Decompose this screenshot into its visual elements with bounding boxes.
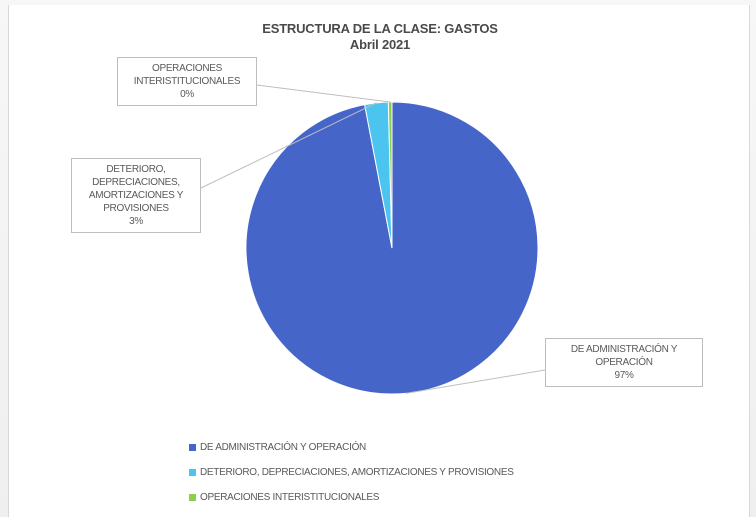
data-label-deterioro: DETERIORO, DEPRECIACIONES, AMORTIZACIONE…: [71, 158, 201, 233]
data-label-percent: 97%: [614, 370, 634, 381]
data-label-line: DEPRECIACIONES,: [92, 177, 180, 188]
leader-lines: [200, 84, 546, 394]
legend-item-administracion: DE ADMINISTRACIÓN Y OPERACIÓN: [189, 435, 514, 460]
data-label-percent: 0%: [180, 89, 194, 100]
pie-slices: [245, 101, 539, 395]
legend-item-interinstitucionales: OPERACIONES INTERISTITUCIONALES: [189, 485, 514, 510]
data-label-percent: 3%: [129, 216, 143, 227]
data-label-line: INTERISTITUCIONALES: [133, 76, 241, 87]
pie-chart: [200, 84, 546, 395]
legend-label: OPERACIONES INTERISTITUCIONALES: [200, 492, 380, 503]
legend-swatch: [189, 494, 196, 501]
leader-line-interinstitucionales: [256, 84, 391, 103]
data-label-line: OPERACIÓN: [595, 357, 653, 368]
data-label-line: DETERIORO,: [106, 164, 166, 175]
chart-area: ESTRUCTURA DE LA CLASE: GASTOS Abril 202…: [8, 5, 750, 517]
legend-item-deterioro: DETERIORO, DEPRECIACIONES, AMORTIZACIONE…: [189, 460, 514, 485]
leader-line-administracion: [405, 369, 546, 394]
data-label-line: PROVISIONES: [103, 203, 169, 214]
legend: DE ADMINISTRACIÓN Y OPERACIÓN DETERIORO,…: [189, 435, 514, 510]
data-label-line: OPERACIONES: [151, 63, 223, 74]
legend-label: DETERIORO, DEPRECIACIONES, AMORTIZACIONE…: [200, 467, 514, 478]
legend-label: DE ADMINISTRACIÓN Y OPERACIÓN: [200, 442, 366, 453]
legend-swatch: [189, 444, 196, 451]
chart-title: ESTRUCTURA DE LA CLASE: GASTOS: [262, 21, 498, 36]
data-label-administracion: DE ADMINISTRACIÓN Y OPERACIÓN 97%: [545, 338, 703, 387]
legend-swatch: [189, 469, 196, 476]
leader-line-deterioro: [200, 102, 377, 189]
chart-subtitle: Abril 2021: [349, 37, 411, 52]
data-label-interinstitucionales: OPERACIONES INTERISTITUCIONALES 0%: [117, 57, 257, 106]
data-label-line: AMORTIZACIONES Y: [88, 190, 184, 201]
data-label-line: DE ADMINISTRACIÓN Y: [570, 344, 678, 355]
